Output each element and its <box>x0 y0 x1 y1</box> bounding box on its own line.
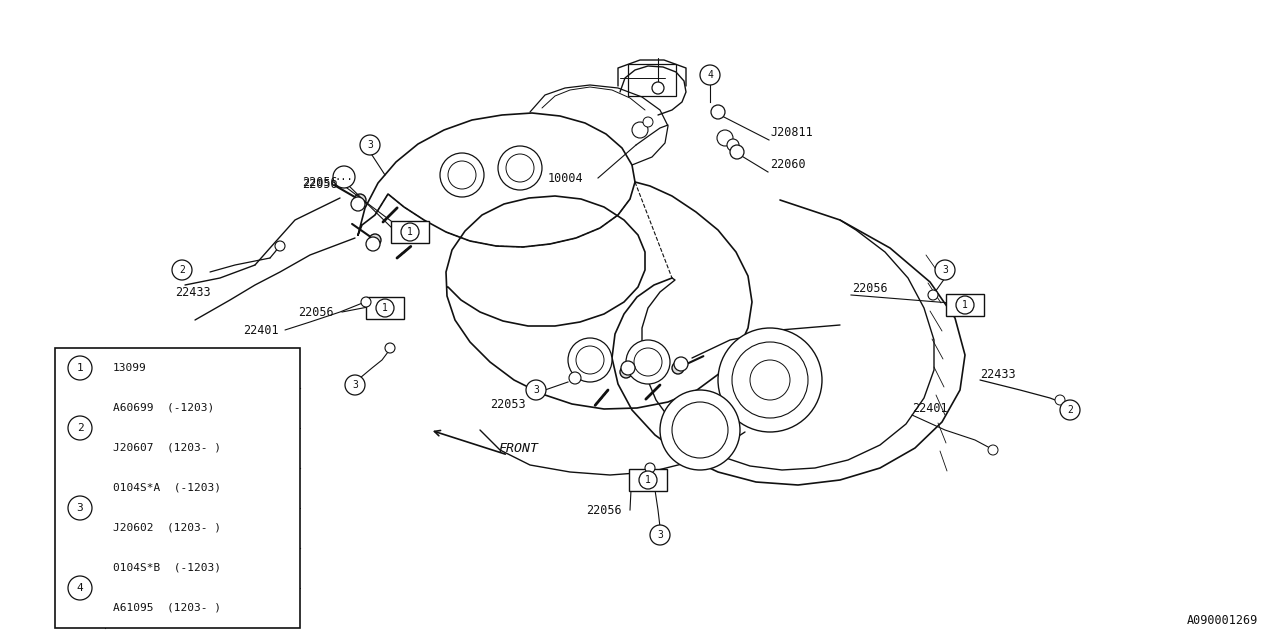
Circle shape <box>376 299 394 317</box>
Text: 1: 1 <box>77 363 83 373</box>
Text: FRONT: FRONT <box>498 442 538 454</box>
Text: 0104S*A  (-1203): 0104S*A (-1203) <box>113 483 221 493</box>
Circle shape <box>346 375 365 395</box>
Text: 2: 2 <box>179 265 184 275</box>
Text: 22056: 22056 <box>586 504 622 516</box>
Text: ...: ... <box>334 172 353 182</box>
Text: 3: 3 <box>657 530 663 540</box>
Text: 1: 1 <box>407 227 413 237</box>
Circle shape <box>928 290 938 300</box>
Circle shape <box>68 576 92 600</box>
Bar <box>390 221 429 243</box>
Text: 1: 1 <box>381 303 388 313</box>
Circle shape <box>621 361 635 375</box>
Text: 22056: 22056 <box>302 179 338 191</box>
Text: 3: 3 <box>367 140 372 150</box>
Circle shape <box>68 356 92 380</box>
Text: 2: 2 <box>1068 405 1073 415</box>
Text: 10004: 10004 <box>548 172 584 184</box>
Text: 3: 3 <box>77 503 83 513</box>
Circle shape <box>498 146 541 190</box>
Circle shape <box>652 82 664 94</box>
Circle shape <box>440 153 484 197</box>
Circle shape <box>526 380 547 400</box>
Text: J20607  (1203- ): J20607 (1203- ) <box>113 443 221 453</box>
Text: A090001269: A090001269 <box>1187 614 1258 627</box>
Text: 3: 3 <box>532 385 539 395</box>
Bar <box>628 64 676 96</box>
Circle shape <box>369 234 381 246</box>
Circle shape <box>660 390 740 470</box>
Text: 22433: 22433 <box>175 285 211 298</box>
Circle shape <box>570 372 581 384</box>
Circle shape <box>401 223 419 241</box>
Text: 1: 1 <box>645 475 652 485</box>
Circle shape <box>675 357 689 371</box>
Circle shape <box>645 463 655 473</box>
Bar <box>366 297 404 319</box>
Text: A61095  (1203- ): A61095 (1203- ) <box>113 603 221 613</box>
Circle shape <box>934 260 955 280</box>
Text: 22401: 22401 <box>243 323 279 337</box>
Circle shape <box>626 340 669 384</box>
Text: A60699  (-1203): A60699 (-1203) <box>113 403 214 413</box>
Text: J20602  (1203- ): J20602 (1203- ) <box>113 523 221 533</box>
Bar <box>55 348 300 628</box>
Text: 22056: 22056 <box>302 177 338 189</box>
Text: 22056: 22056 <box>852 282 887 294</box>
Circle shape <box>360 135 380 155</box>
Text: 3: 3 <box>942 265 948 275</box>
Circle shape <box>385 343 396 353</box>
Circle shape <box>710 105 724 119</box>
Circle shape <box>632 122 648 138</box>
Circle shape <box>68 416 92 440</box>
Circle shape <box>988 445 998 455</box>
Circle shape <box>639 471 657 489</box>
Circle shape <box>700 65 719 85</box>
Text: 22433: 22433 <box>980 369 1015 381</box>
Circle shape <box>333 166 355 188</box>
Circle shape <box>172 260 192 280</box>
Text: 1: 1 <box>963 300 968 310</box>
Bar <box>628 469 667 491</box>
Text: 22060: 22060 <box>771 159 805 172</box>
Bar <box>946 294 984 316</box>
Circle shape <box>351 197 365 211</box>
Text: 4: 4 <box>707 70 713 80</box>
Circle shape <box>68 496 92 520</box>
Circle shape <box>568 338 612 382</box>
Circle shape <box>355 194 366 206</box>
Circle shape <box>361 297 371 307</box>
Circle shape <box>1060 400 1080 420</box>
Circle shape <box>650 525 669 545</box>
Circle shape <box>956 296 974 314</box>
Circle shape <box>366 237 380 251</box>
Text: 13099: 13099 <box>113 363 147 373</box>
Circle shape <box>730 145 744 159</box>
Circle shape <box>275 241 285 251</box>
Circle shape <box>727 139 739 151</box>
Text: 3: 3 <box>352 380 358 390</box>
Text: J20811: J20811 <box>771 125 813 138</box>
Text: 22053: 22053 <box>490 399 526 412</box>
Circle shape <box>1055 395 1065 405</box>
Text: 0104S*B  (-1203): 0104S*B (-1203) <box>113 563 221 573</box>
Circle shape <box>718 328 822 432</box>
Text: 22056: 22056 <box>298 305 334 319</box>
Text: 2: 2 <box>77 423 83 433</box>
Circle shape <box>672 362 684 374</box>
Circle shape <box>620 366 632 378</box>
Circle shape <box>643 117 653 127</box>
Circle shape <box>717 130 733 146</box>
Text: 4: 4 <box>77 583 83 593</box>
Text: 22401: 22401 <box>911 401 947 415</box>
